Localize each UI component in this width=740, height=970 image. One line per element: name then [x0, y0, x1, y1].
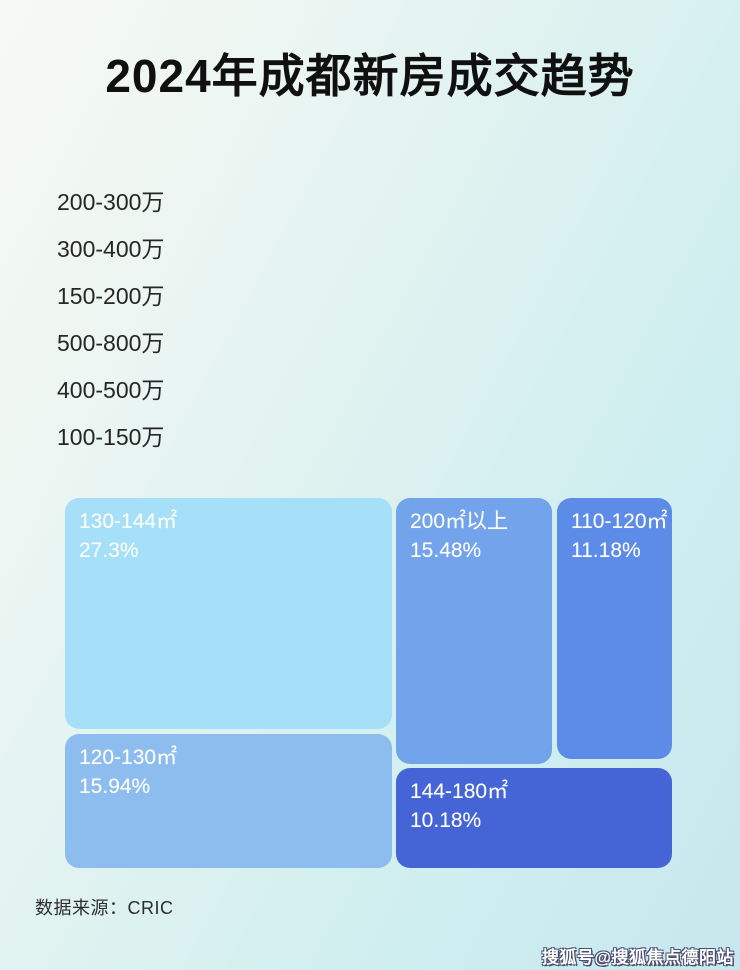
treemap-tile: 200㎡以上 15.48% [396, 498, 552, 764]
bar-track [170, 280, 654, 307]
bar-track [170, 186, 654, 213]
tile-label: 130-144㎡ [79, 510, 178, 533]
tile-label: 120-130㎡ [79, 746, 178, 769]
bar-track [170, 421, 654, 448]
area-share-treemap: 130-144㎡ 27.3% 120-130㎡ 15.94% 200㎡以上 15… [65, 498, 672, 868]
tile-label: 110-120㎡ [571, 510, 668, 533]
bar-row: 200-300万 [0, 186, 740, 215]
bar-row: 100-150万 [0, 421, 740, 450]
tile-label: 144-180㎡ [410, 780, 509, 803]
bar-category-label: 300-400万 [57, 235, 165, 262]
price-band-bar-chart: 200-300万 300-400万 150-200万 500-800万 400-… [0, 186, 740, 450]
treemap-tile: 110-120㎡ 11.18% [557, 498, 672, 759]
tile-value: 27.3% [79, 538, 139, 562]
treemap-tile: 130-144㎡ 27.3% [65, 498, 392, 729]
tile-label: 200㎡以上 [410, 510, 509, 533]
bar-category-label: 100-150万 [57, 423, 165, 450]
tile-value: 10.18% [410, 808, 482, 832]
bar-track [170, 374, 654, 401]
bar-category-label: 150-200万 [57, 282, 165, 309]
bar-row: 400-500万 [0, 374, 740, 403]
bar-track [170, 233, 654, 260]
tile-value: 15.94% [79, 774, 151, 798]
bar-track [170, 327, 654, 354]
bar-category-label: 200-300万 [57, 188, 165, 215]
treemap-tile: 120-130㎡ 15.94% [65, 734, 392, 868]
treemap-tile: 144-180㎡ 10.18% [396, 768, 672, 868]
watermark-text: 搜狐号@搜狐焦点德阳站 [541, 948, 734, 967]
bar-category-label: 500-800万 [57, 329, 165, 356]
tile-value: 15.48% [410, 538, 482, 562]
page-title: 2024年成都新房成交趋势 [105, 50, 635, 102]
bar-row: 150-200万 [0, 280, 740, 309]
bar-row: 500-800万 [0, 327, 740, 356]
data-source-note: 数据来源：CRIC [35, 898, 174, 918]
bar-row: 300-400万 [0, 233, 740, 262]
bar-category-label: 400-500万 [57, 376, 165, 403]
tile-value: 11.18% [571, 538, 641, 562]
